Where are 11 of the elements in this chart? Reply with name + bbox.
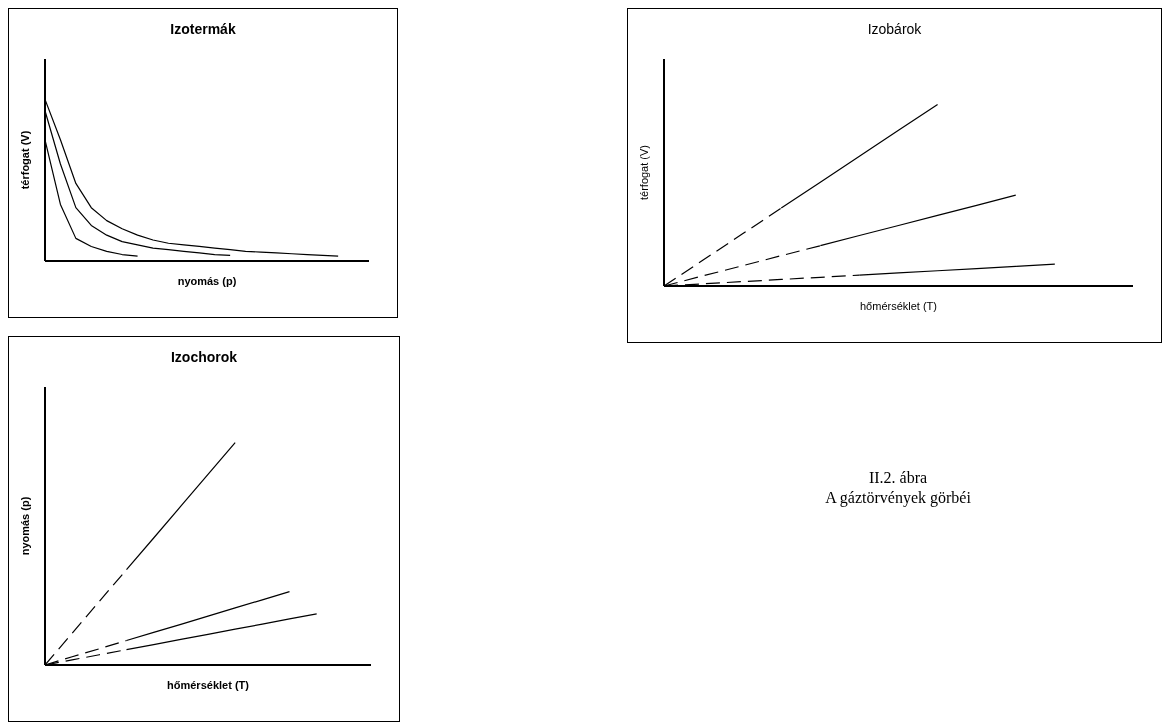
y-axis-title: térfogat (V)	[18, 130, 31, 190]
y-axis-title: térfogat (V)	[637, 144, 650, 201]
chart-title: Izotermák	[169, 21, 237, 37]
text: II.2. ábra	[867, 468, 929, 488]
chart-title: Izobárok	[866, 21, 923, 37]
x-axis-title: hőmérséklet (T)	[859, 300, 938, 312]
x-axis-title: nyomás (p)	[177, 275, 237, 287]
y-axis-title: nyomás (p)	[18, 496, 31, 556]
text: A gáztörvények görbéi	[824, 488, 972, 508]
chart-title: Izochorok	[169, 349, 239, 365]
x-axis-title: hőmérséklet (T)	[167, 679, 250, 691]
